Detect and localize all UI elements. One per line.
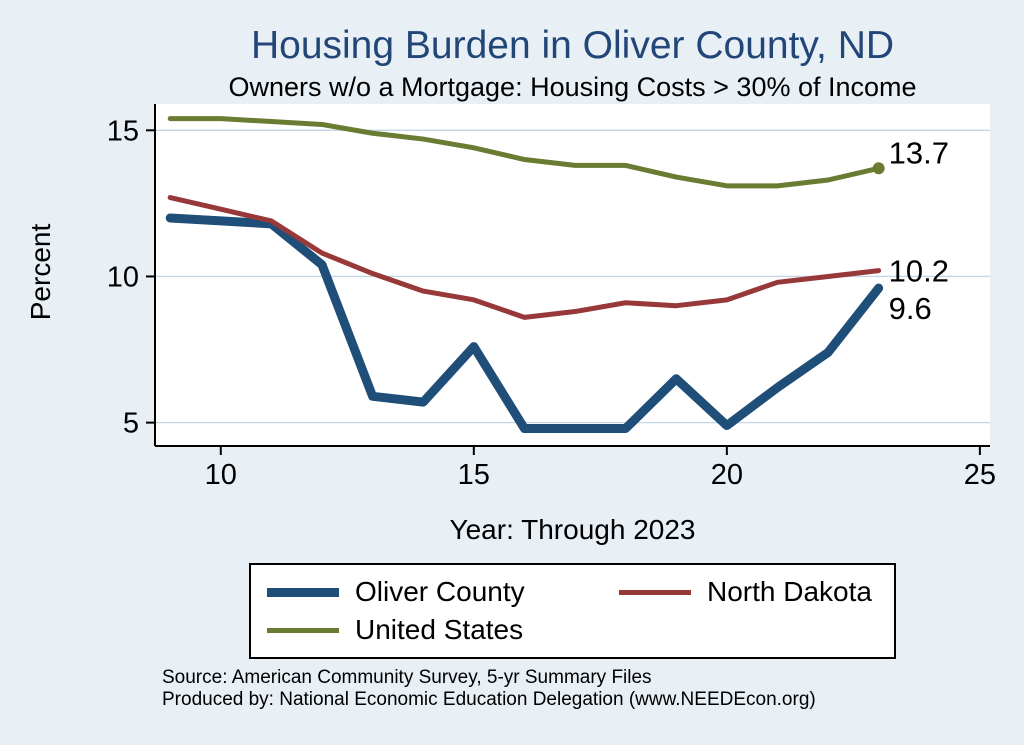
- plot-svg: 5 10 15 10 15 20 25 9.610.2 13.7: [107, 104, 996, 491]
- y-tick-label: 10: [107, 261, 139, 293]
- legend-label-north-dakota: North Dakota: [707, 576, 872, 607]
- legend-item-oliver-county: Oliver County: [267, 576, 619, 608]
- legend-item-united-states: United States: [267, 614, 619, 646]
- source-note: Source: American Community Survey, 5-yr …: [162, 667, 816, 711]
- y-tick-label: 5: [123, 408, 139, 440]
- legend-item-north-dakota: North Dakota: [619, 576, 872, 608]
- x-tick-label: 10: [205, 459, 237, 491]
- united-states-line-swatch: [267, 627, 340, 633]
- plot-area: [155, 104, 990, 446]
- x-tick-label: 20: [711, 459, 743, 491]
- x-tick-label: 15: [458, 459, 490, 491]
- legend-wrap: Oliver County North Dakota United States: [155, 563, 990, 659]
- chart-subtitle: Owners w/o a Mortgage: Housing Costs > 3…: [228, 72, 917, 102]
- legend: Oliver County North Dakota United States: [249, 563, 896, 659]
- line-united-states: [167, 116, 882, 189]
- legend-label-united-states: United States: [355, 614, 524, 645]
- end-marker-united-states: [872, 162, 885, 175]
- end-label-north-dakota: 10.2: [889, 254, 949, 289]
- x-tick-label: 25: [964, 459, 996, 491]
- end-label-oliver-county: 9.6: [889, 291, 932, 326]
- source-line: Source: American Community Survey, 5-yr …: [162, 667, 652, 688]
- produced-by-line: Produced by: National Economic Education…: [162, 689, 816, 710]
- chart-title: Housing Burden in Oliver County, ND: [250, 24, 895, 67]
- x-axis-label: Year: Through 2023: [449, 514, 696, 545]
- oliver-county-line-swatch: [267, 587, 340, 597]
- y-tick-label: 15: [107, 115, 139, 147]
- legend-label-oliver-county: Oliver County: [355, 576, 525, 607]
- line-oliver-county: [165, 213, 884, 433]
- end-label-united-states: 13.7: [889, 135, 949, 170]
- north-dakota-line-swatch: [619, 589, 692, 595]
- line-north-dakota: [167, 195, 882, 320]
